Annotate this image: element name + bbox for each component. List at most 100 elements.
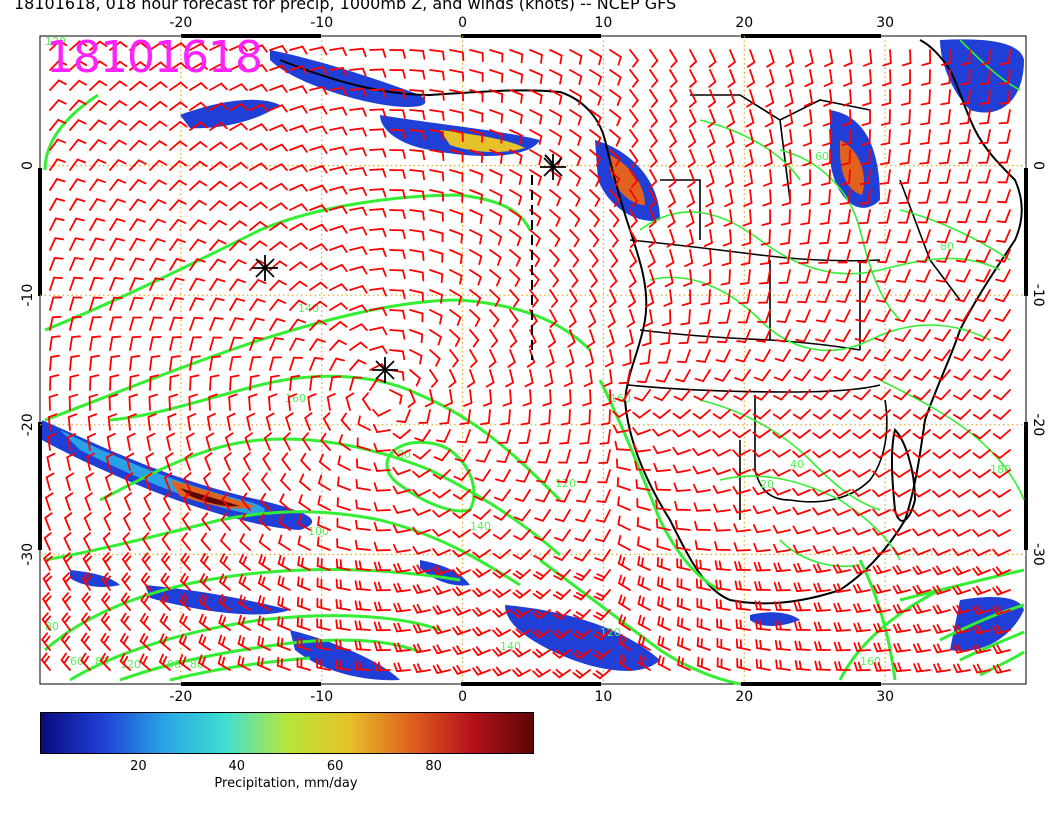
wind-barb [249, 64, 268, 73]
wind-barb [69, 217, 85, 231]
wind-barb [997, 149, 1011, 164]
wind-barb [672, 446, 691, 456]
wind-barb [257, 615, 271, 631]
contour-label: 140 [500, 640, 521, 653]
wind-barb [549, 269, 559, 288]
wind-barb [129, 374, 140, 391]
wind-barb [369, 267, 387, 277]
wind-barb [713, 503, 731, 513]
wind-barb [568, 309, 577, 328]
wind-barb [49, 158, 66, 171]
wind-barb [820, 169, 831, 186]
wind-barb [452, 606, 471, 616]
wind-barb [816, 289, 831, 304]
wind-barb [901, 69, 911, 87]
wind-barb [793, 582, 811, 592]
lat-ticks-left: 0-10-20-30 [20, 161, 36, 566]
wind-barb [629, 229, 638, 248]
wind-barb [583, 369, 593, 387]
wind-barb [919, 129, 931, 145]
wind-barb [978, 129, 991, 145]
wind-barb [102, 532, 111, 551]
wind-barb [569, 289, 578, 308]
wind-barb [512, 569, 531, 580]
wind-barb [409, 229, 425, 241]
wind-barb [49, 79, 67, 91]
lon-tick-label: 0 [458, 689, 467, 705]
wind-barb [449, 349, 459, 368]
wind-barb [289, 164, 308, 173]
wind-barb [832, 526, 851, 536]
wind-barb [534, 509, 551, 522]
wind-barb [659, 329, 671, 346]
wind-barb [793, 389, 811, 401]
wind-barb [972, 585, 991, 596]
wind-barb [635, 479, 651, 491]
wind-barb [657, 596, 671, 611]
wind-barb [120, 592, 131, 611]
wind-barb [997, 169, 1011, 184]
wind-barb [595, 509, 611, 523]
wind-barb [696, 656, 711, 671]
wind-barb [269, 143, 288, 152]
wind-barb [629, 109, 639, 128]
wind-barb [316, 597, 331, 611]
wind-barb [795, 329, 811, 343]
wind-barb [959, 109, 971, 125]
wind-barb [45, 492, 54, 511]
wind-barb [109, 178, 127, 191]
wind-barb [872, 429, 891, 440]
wind-barb [329, 47, 347, 57]
wind-barb [257, 656, 271, 671]
wind-barb [912, 584, 931, 595]
wind-barb [529, 149, 543, 166]
wind-barb [276, 636, 291, 651]
wind-barb [733, 523, 751, 533]
wind-barb [892, 527, 911, 537]
wind-barb [87, 413, 98, 431]
wind-barb [912, 429, 931, 440]
wind-barb [735, 349, 751, 363]
wind-barb [389, 209, 406, 220]
wind-barb [369, 287, 387, 297]
wind-barb [209, 278, 226, 291]
wind-barb [549, 89, 563, 105]
wind-barb [148, 393, 158, 411]
wind-barb [492, 666, 511, 677]
wind-barb [657, 615, 671, 631]
wind-barb [63, 532, 72, 551]
wind-barb [354, 539, 371, 551]
wind-barb [149, 81, 168, 91]
wind-barb [609, 189, 620, 208]
wind-barb [836, 289, 851, 303]
wind-barb [258, 533, 271, 551]
wind-barb [820, 189, 831, 206]
wind-barb [392, 448, 411, 457]
wind-barb [935, 269, 951, 283]
wind-barb [49, 99, 67, 111]
wind-barb [992, 644, 1011, 655]
wind-barb [792, 487, 811, 497]
wind-barb [852, 409, 871, 420]
wind-barb [260, 492, 271, 511]
wind-barb [692, 465, 711, 475]
wind-barb [389, 149, 406, 159]
wind-barb [529, 169, 542, 186]
wind-barb [249, 279, 267, 291]
wind-barb [188, 393, 198, 411]
wind-barb [957, 189, 971, 204]
wind-barb [569, 149, 582, 167]
wind-barb [139, 653, 151, 671]
wind-barb [89, 237, 105, 251]
wind-barb [369, 208, 387, 218]
wind-barb [726, 129, 735, 148]
wind-barb [315, 658, 331, 671]
wind-barb [349, 87, 367, 97]
wind-barb [309, 86, 328, 95]
wind-barb [744, 149, 754, 168]
wind-barb [593, 589, 611, 601]
wind-barb [799, 229, 811, 245]
wind-barb [409, 329, 424, 344]
wind-barb [309, 223, 328, 232]
wind-barb [812, 545, 831, 554]
